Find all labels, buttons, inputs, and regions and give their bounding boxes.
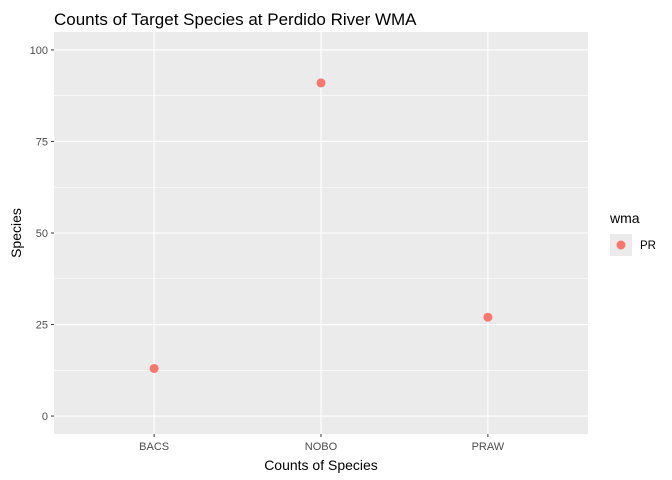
x-tick-label: BACS [139, 441, 169, 453]
x-axis-ticks: BACS NOBO PRAW [139, 434, 505, 453]
legend-label: PR [640, 240, 656, 252]
x-tick-label: PRAW [472, 441, 505, 453]
data-point [483, 312, 493, 322]
legend-title: wma [609, 210, 640, 226]
data-points [149, 78, 493, 373]
data-point [316, 78, 326, 88]
legend: wma PR [609, 210, 656, 256]
legend-point-marker [616, 240, 626, 250]
y-tick-label: 0 [42, 411, 48, 423]
chart-title: Counts of Target Species at Perdido Rive… [54, 10, 417, 29]
y-tick-label: 75 [36, 136, 48, 148]
y-tick-label: 100 [30, 45, 48, 57]
x-tick-label: NOBO [305, 441, 338, 453]
y-tick-label: 50 [36, 228, 48, 240]
x-axis-title: Counts of Species [264, 457, 378, 473]
data-point [149, 363, 159, 373]
y-axis-ticks: 0 25 50 75 100 [30, 45, 54, 423]
y-tick-label: 25 [36, 320, 48, 332]
y-axis-title: Species [8, 208, 24, 258]
